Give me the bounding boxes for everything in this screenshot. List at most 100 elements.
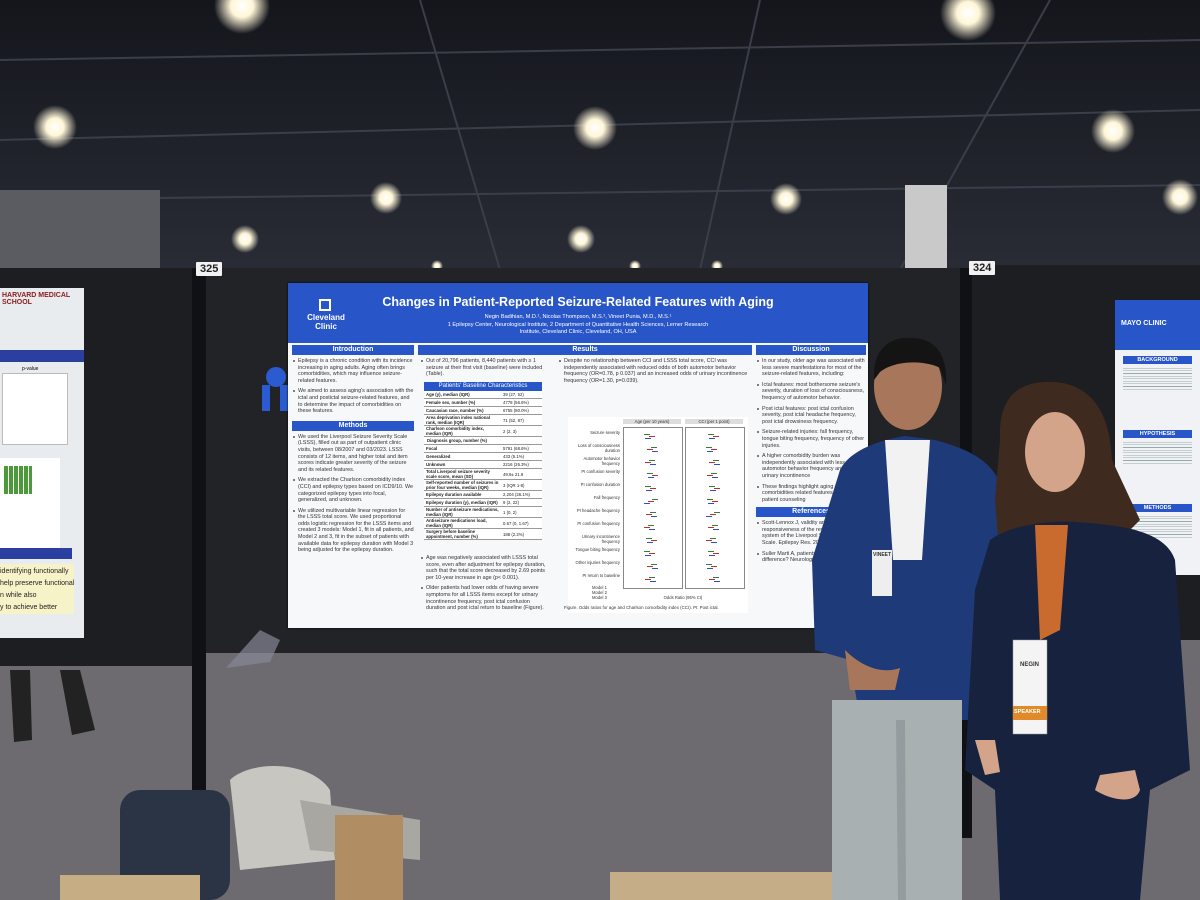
plot-point: [711, 449, 717, 450]
plot-point: [651, 540, 657, 541]
left-poster-title: HARVARD MEDICAL SCHOOL: [2, 292, 71, 306]
figure-label: PI confusion duration: [580, 482, 620, 487]
table-cell: Age (y), median (IQR): [426, 392, 470, 397]
table-cell: Self-reported number of seizures in prio…: [426, 480, 499, 490]
plot-point: [714, 512, 720, 513]
paragraph: Scott-Lennox J, validity and responsiven…: [756, 520, 866, 546]
plot-point: [646, 538, 652, 539]
plot-point: [650, 581, 656, 582]
panel-title: CCI (per 1 point): [685, 419, 743, 424]
figure-label: PI confusion severity: [581, 469, 620, 474]
plot-point: [708, 527, 714, 528]
plot-point: [709, 462, 715, 463]
section-heading: HYPOTHESIS: [1123, 430, 1192, 438]
table-cell: Surgery before baseline appointment, num…: [426, 529, 478, 539]
plot-point: [644, 527, 650, 528]
column-header: p-value: [22, 366, 39, 372]
figure-label: Seizure severity: [590, 430, 620, 435]
x-axis-label: Odds Ratio (95% CI): [663, 595, 703, 600]
table-cell: Female sex, number (%): [426, 400, 476, 405]
poster: Cleveland Clinic Changes in Patient-Repo…: [288, 283, 868, 628]
plot-point: [650, 488, 656, 489]
left-poster: HARVARD MEDICAL SCHOOL p-value identifyi…: [0, 288, 84, 638]
plot-point: [711, 542, 717, 543]
figure-label: Loss of consciousness duration: [577, 443, 620, 453]
figure-label: Automotor behavior frequency: [583, 456, 620, 466]
panel-title: Age (per 10 years): [623, 419, 681, 424]
table-cell: 71 (52, 87): [503, 417, 524, 423]
paragraph: Ictal features: most bothersome seizure'…: [756, 382, 866, 402]
plot-point: [714, 581, 720, 582]
table-row: Area deprivation index national rank, me…: [424, 415, 542, 426]
paragraph: Post ictal features: post ictal confusio…: [756, 406, 866, 426]
badge-name: NEGIN: [1020, 662, 1040, 668]
plot-point: [706, 564, 712, 565]
table-cell: Epilepsy duration available: [426, 492, 482, 497]
booth-number: 324: [969, 261, 996, 275]
table-cell: 2216 (26.3%): [503, 462, 529, 467]
plot-point: [650, 464, 656, 465]
table-cell: Total Liverpool seizure severity scale s…: [426, 469, 490, 479]
plot-point: [651, 516, 657, 517]
table-row: Number of antiseizure medications, media…: [424, 507, 542, 518]
figure-label: Other injuries frequency: [575, 560, 620, 565]
poster-header: Cleveland Clinic Changes in Patient-Repo…: [288, 283, 868, 343]
section-heading: References: [756, 507, 866, 518]
table-row: Age (y), median (IQR) 39 (27, 52): [424, 391, 542, 399]
table-row: Female sex, number (%) 4778 (56.6%): [424, 399, 542, 407]
plot-point: [714, 488, 720, 489]
table-row: Diagnosis group, number (%): [424, 437, 542, 445]
plot-point: [706, 447, 712, 448]
table-cell: 2,204 (26.1%): [503, 492, 530, 497]
plot-point: [712, 477, 718, 478]
table-row: Total Liverpool seizure severity scale s…: [424, 469, 542, 480]
plot-point: [649, 436, 655, 437]
figure-label: Urinary incontinence frequency: [581, 534, 620, 544]
plot-point: [649, 553, 655, 554]
table-cell: Area deprivation index national rank, me…: [426, 415, 490, 425]
plot-point: [707, 568, 713, 569]
poster-title: Changes in Patient-Reported Seizure-Rela…: [382, 295, 774, 309]
table-cell: Epilepsy duration (y), median (IQR): [426, 500, 498, 505]
plot-point: [708, 434, 714, 435]
table-cell: 49.9± 21.9: [503, 471, 524, 477]
plot-point: [713, 529, 719, 530]
paragraph: These findings highlight aging and comor…: [756, 484, 866, 504]
figure-label: Tongue biting frequency: [575, 547, 620, 552]
paragraph: We used the Liverpool Seizure Severity S…: [292, 434, 414, 474]
plot-point: [649, 460, 655, 461]
section-heading: METHODS: [1123, 504, 1192, 512]
legend-entry: Model 2: [592, 590, 607, 595]
plot-point: [710, 490, 716, 491]
plot-point: [713, 577, 719, 578]
table-row: Focal 5791 (68.6%): [424, 445, 542, 453]
table-row: Caucasian race, number (%) 6755 (80.0%): [424, 407, 542, 415]
plot-frame: [623, 427, 683, 589]
table-title: Patients' Baseline Characteristics: [424, 382, 542, 391]
plot-point: [644, 503, 650, 504]
plot-point: [712, 501, 718, 502]
table-row: Surgery before baseline appointment, num…: [424, 529, 542, 540]
text-line: help preserve functional: [0, 580, 75, 587]
table-cell: Antiseizure medications load, median (IQ…: [426, 518, 487, 528]
table-row: Epilepsy duration available 2,204 (26.1%): [424, 491, 542, 499]
paragraph: Suller Marti A, patients: does age make …: [756, 551, 866, 564]
table-cell: 39 (27, 52): [503, 392, 524, 397]
table-row: Self-reported number of seizures in prio…: [424, 480, 542, 491]
plot-point: [647, 473, 653, 474]
table-cell: Generalized: [426, 454, 451, 459]
table-cell: Caucasian race, number (%): [426, 408, 484, 413]
plot-point: [650, 512, 656, 513]
plot-point: [706, 516, 712, 517]
plot-point: [645, 579, 651, 580]
table-cell: 0.67 (0, 1.67): [503, 520, 529, 526]
paragraph: Age was negatively associated with LSSS …: [420, 555, 548, 581]
table-cell: Focal: [426, 446, 438, 451]
table-cell: Diagnosis group, number (%): [427, 438, 487, 443]
plot-point: [714, 464, 720, 465]
table-cell: Number of antiseizure medications, media…: [426, 507, 499, 517]
plot-point: [710, 538, 716, 539]
section-heading: Results: [418, 345, 752, 355]
table-cell: 433 (5.1%): [503, 454, 525, 459]
